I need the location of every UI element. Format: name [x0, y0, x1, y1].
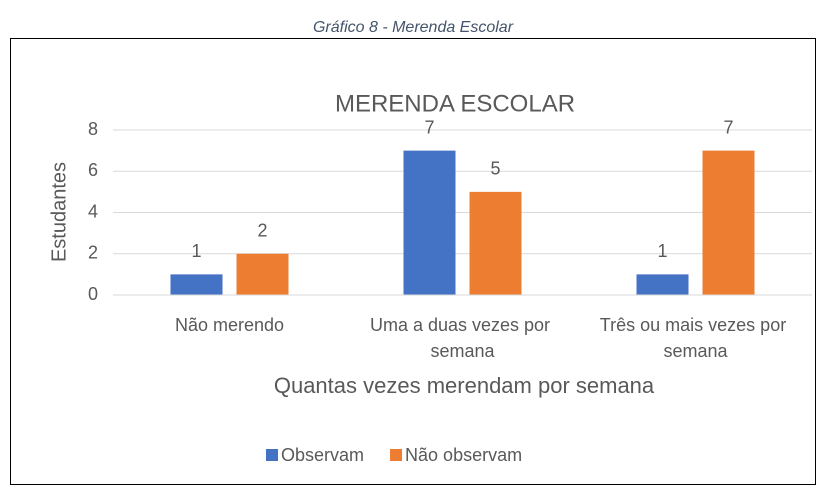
data-label: 7 [424, 117, 434, 137]
y-tick-label: 0 [88, 284, 98, 304]
bar [469, 191, 522, 295]
data-label: 2 [257, 221, 267, 241]
x-tick-label: Não merendo [175, 315, 284, 335]
bar [636, 274, 689, 295]
caption: Gráfico 8 - Merenda Escolar [313, 19, 514, 36]
x-axis-label: Quantas vezes merendam por semana [274, 373, 655, 398]
legend-swatch [266, 449, 278, 461]
y-tick-label: 2 [88, 243, 98, 263]
legend-label: Observam [281, 445, 364, 465]
data-label: 1 [657, 241, 667, 261]
bar [403, 150, 456, 295]
chart-title: MERENDA ESCOLAR [335, 90, 575, 117]
x-tick-label: Uma a duas vezes por semana [370, 315, 555, 361]
legend-label: Não observam [405, 445, 522, 465]
data-label: 7 [723, 117, 733, 137]
bar [170, 274, 223, 295]
bar [236, 253, 289, 295]
y-tick-label: 4 [88, 201, 98, 221]
legend-swatch [390, 449, 403, 461]
y-axis-label: Estudantes [48, 162, 70, 262]
bar [702, 150, 755, 295]
y-tick-label: 8 [88, 119, 98, 139]
y-tick-label: 6 [88, 160, 98, 180]
data-label: 5 [490, 159, 500, 179]
x-tick-label: Três ou mais vezes por semana [600, 315, 791, 361]
data-label: 1 [191, 241, 201, 261]
